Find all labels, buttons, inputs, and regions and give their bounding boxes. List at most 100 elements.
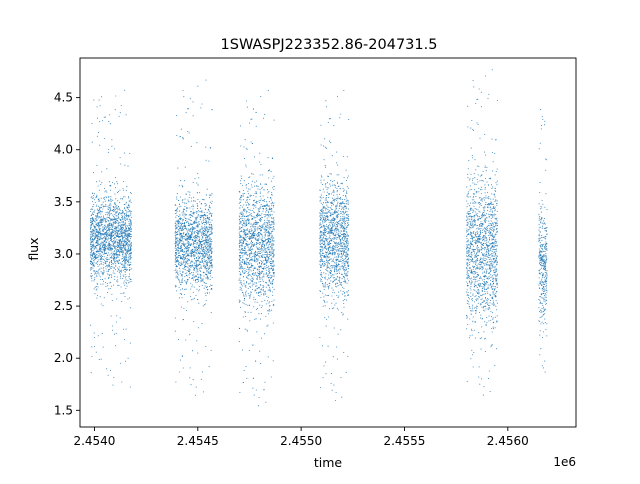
- data-point: [121, 198, 124, 200]
- data-point: [181, 218, 183, 220]
- data-point: [100, 247, 102, 249]
- data-point: [95, 256, 97, 258]
- data-point: [270, 254, 272, 256]
- data-point: [267, 214, 269, 216]
- data-point: [124, 230, 126, 233]
- data-point: [130, 244, 132, 246]
- data-point: [273, 219, 275, 221]
- data-point: [94, 273, 96, 275]
- data-point: [257, 288, 259, 290]
- data-point: [92, 235, 94, 237]
- data-point: [176, 238, 178, 240]
- data-point: [195, 250, 197, 252]
- data-point: [128, 235, 131, 238]
- data-point: [121, 249, 124, 251]
- data-point: [241, 184, 244, 187]
- data-point: [126, 285, 128, 287]
- data-point: [270, 213, 272, 215]
- data-point: [97, 242, 99, 244]
- data-point: [206, 232, 209, 234]
- data-point: [257, 259, 259, 261]
- data-point: [100, 206, 103, 208]
- data-point: [196, 142, 198, 144]
- data-point: [254, 254, 256, 256]
- data-point: [240, 217, 242, 220]
- data-point: [105, 232, 107, 234]
- data-point: [108, 225, 110, 227]
- data-point: [261, 213, 263, 215]
- data-point: [258, 275, 260, 277]
- data-point: [245, 201, 247, 203]
- data-point: [96, 294, 99, 297]
- data-point: [202, 219, 204, 221]
- data-point: [183, 225, 185, 227]
- data-point: [128, 253, 131, 255]
- data-point: [125, 203, 127, 205]
- data-point: [178, 274, 180, 276]
- data-point: [120, 230, 123, 232]
- data-point: [107, 252, 109, 254]
- data-point: [191, 227, 193, 229]
- data-point: [259, 229, 261, 231]
- data-point: [179, 261, 181, 263]
- data-point: [91, 141, 93, 143]
- data-point: [259, 233, 261, 235]
- data-point: [176, 208, 178, 211]
- data-point: [198, 245, 200, 247]
- data-point: [260, 204, 262, 206]
- data-point: [125, 228, 127, 230]
- data-point: [188, 108, 190, 110]
- data-point: [204, 251, 206, 253]
- data-point: [242, 259, 244, 261]
- data-point: [118, 207, 120, 209]
- data-point: [256, 260, 258, 262]
- data-point: [246, 377, 248, 379]
- data-point: [241, 267, 244, 270]
- data-point: [130, 212, 132, 214]
- data-point: [184, 233, 187, 235]
- data-point: [184, 166, 186, 168]
- data-point: [206, 264, 208, 267]
- data-point: [262, 280, 264, 282]
- data-point: [189, 269, 191, 271]
- data-point: [121, 381, 123, 383]
- data-point: [177, 225, 180, 227]
- data-point: [119, 233, 121, 236]
- data-point: [90, 235, 92, 237]
- data-point: [241, 242, 243, 244]
- data-point: [102, 220, 104, 222]
- data-point: [260, 214, 262, 216]
- data-point: [255, 282, 257, 284]
- data-point: [124, 271, 126, 273]
- data-point: [177, 167, 179, 169]
- data-point: [196, 238, 198, 240]
- data-point: [188, 233, 190, 235]
- data-point: [113, 216, 115, 218]
- data-point: [247, 218, 249, 220]
- data-point: [113, 257, 115, 259]
- data-point: [271, 247, 273, 249]
- data-point: [194, 242, 196, 244]
- data-point: [93, 253, 95, 255]
- data-point: [241, 235, 243, 237]
- data-point: [113, 266, 115, 269]
- data-point: [179, 272, 181, 274]
- data-point: [192, 240, 194, 242]
- data-point: [332, 308, 334, 310]
- data-point: [102, 264, 104, 266]
- data-point: [243, 283, 245, 285]
- data-point: [182, 255, 184, 257]
- data-point: [210, 349, 212, 351]
- data-point: [182, 243, 184, 245]
- data-point: [190, 228, 192, 231]
- data-point: [195, 225, 197, 227]
- data-point: [246, 254, 248, 257]
- data-point: [181, 236, 183, 238]
- data-point: [118, 212, 120, 214]
- data-point: [187, 247, 189, 249]
- data-point: [105, 237, 107, 239]
- data-point: [99, 221, 101, 224]
- data-point: [102, 273, 104, 275]
- data-point: [108, 212, 110, 214]
- data-point: [107, 208, 110, 210]
